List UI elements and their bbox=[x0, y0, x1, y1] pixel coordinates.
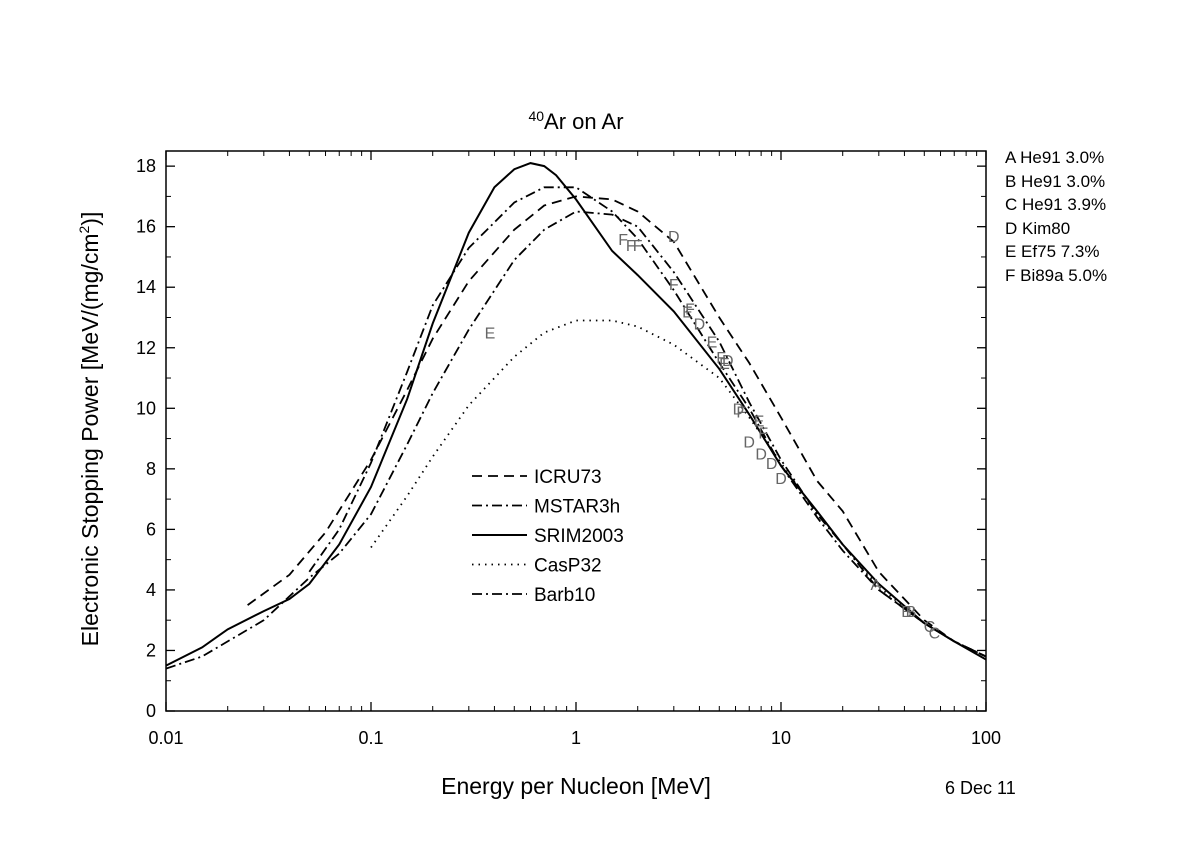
y-tick-label: 6 bbox=[146, 519, 156, 539]
legend-label-icru73: ICRU73 bbox=[534, 467, 602, 488]
data-marker-d: D bbox=[743, 435, 755, 452]
data-marker-f: F bbox=[618, 232, 628, 249]
data-marker-b: B bbox=[901, 604, 912, 621]
data-marker-d: D bbox=[755, 447, 767, 464]
reference-item: A He91 3.0% bbox=[1005, 148, 1105, 167]
x-tick-label: 10 bbox=[771, 728, 791, 748]
data-marker-d: D bbox=[766, 456, 778, 473]
y-tick-label: 14 bbox=[136, 277, 156, 297]
series-line-srim2003 bbox=[165, 162, 987, 667]
data-marker-d: D bbox=[722, 353, 734, 370]
y-axis-title: Electronic Stopping Power [MeV/(mg/cm2)] bbox=[76, 212, 103, 647]
x-tick-label: 100 bbox=[971, 728, 1001, 748]
reference-item: B He91 3.0% bbox=[1005, 171, 1106, 191]
x-tick-label: 0.1 bbox=[358, 728, 383, 748]
series-line-mstar3h bbox=[308, 186, 987, 658]
curves-layer bbox=[165, 162, 987, 670]
plot-frame bbox=[165, 150, 987, 712]
data-marker-d: D bbox=[668, 229, 680, 246]
y-tick-label: 18 bbox=[136, 156, 156, 176]
y-axis-title-superscript: 2 bbox=[76, 225, 92, 233]
data-marker-f: F bbox=[758, 426, 768, 443]
y-tick-label: 8 bbox=[146, 459, 156, 479]
date-stamp: 6 Dec 11 bbox=[945, 778, 1016, 798]
title-superscript: 40 bbox=[528, 108, 544, 124]
reference-item: D Kim80 bbox=[1005, 218, 1071, 238]
data-marker-f: F bbox=[669, 277, 679, 294]
legend-label-srim2003: SRIM2003 bbox=[534, 526, 624, 547]
reference-item: F Bi89a 5.0% bbox=[1005, 265, 1108, 285]
data-marker-e: E bbox=[707, 335, 718, 352]
series-line-icru73 bbox=[247, 195, 987, 658]
data-marker-f: F bbox=[633, 238, 643, 255]
reference-list: A He91 3.0% B He91 3.0% C He91 3.9% D Ki… bbox=[1005, 146, 1107, 288]
data-marker-a: A bbox=[870, 577, 881, 594]
reference-item: E Ef75 7.3% bbox=[1005, 242, 1100, 262]
legend-label-barb10: Barb10 bbox=[534, 585, 595, 606]
data-marker-e: E bbox=[682, 304, 693, 321]
data-marker-e: E bbox=[719, 356, 730, 373]
data-marker-c: C bbox=[924, 619, 936, 636]
data-marker-e: E bbox=[485, 326, 496, 343]
data-marker-f: F bbox=[685, 301, 695, 318]
reference-item: C He91 3.9% bbox=[1005, 195, 1107, 215]
data-marker-d: D bbox=[733, 401, 745, 418]
y-tick-label: 16 bbox=[136, 217, 156, 237]
legend-label-mstar3h: MSTAR3h bbox=[534, 497, 620, 518]
data-marker-c: C bbox=[929, 625, 941, 642]
data-marker-d: D bbox=[694, 317, 706, 334]
data-marker-b: B bbox=[906, 604, 917, 621]
y-tick-label: 2 bbox=[146, 640, 156, 660]
x-tick-label: 1 bbox=[571, 728, 581, 748]
data-marker-f: F bbox=[716, 350, 726, 367]
y-tick-label: 10 bbox=[136, 398, 156, 418]
y-axis-title-suffix: )] bbox=[77, 212, 103, 226]
data-marker-e: E bbox=[754, 413, 765, 430]
title-main: Ar on Ar bbox=[544, 109, 623, 134]
legend: ICRU73 MSTAR3h SRIM2003 CasP32 Barb10 bbox=[472, 467, 624, 606]
x-tick-label: 0.01 bbox=[148, 728, 183, 748]
data-marker-f: F bbox=[736, 404, 746, 421]
x-axis-title: Energy per Nucleon [MeV] bbox=[441, 773, 711, 799]
y-tick-label: 12 bbox=[136, 338, 156, 358]
data-marker-f: F bbox=[626, 238, 636, 255]
axes-layer: 0.01 0.1 1 10 100 0 2 4 6 8 10 12 14 16 18 bbox=[136, 151, 1001, 748]
y-axis-title-prefix: Electronic Stopping Power [MeV/(mg/cm bbox=[77, 233, 103, 646]
series-line-casp32 bbox=[370, 319, 987, 658]
chart-title: 40Ar on Ar bbox=[528, 108, 623, 134]
legend-label-casp32: CasP32 bbox=[534, 556, 602, 577]
y-tick-label: 4 bbox=[146, 580, 156, 600]
data-marker-d: D bbox=[775, 471, 787, 488]
y-tick-label: 0 bbox=[146, 701, 156, 721]
